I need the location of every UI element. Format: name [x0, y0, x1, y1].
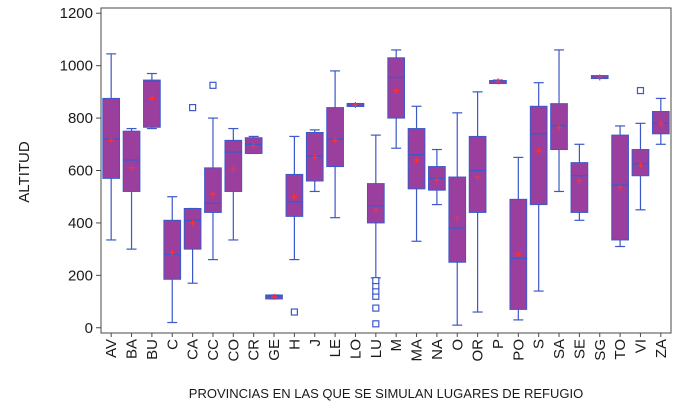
box-or: [468, 91, 487, 313]
x-tick-label: OR: [470, 339, 487, 362]
x-tick-label: CC: [205, 339, 222, 361]
x-tick-label: LO: [347, 339, 364, 359]
iqr-box: [366, 183, 385, 224]
outlier-point: [290, 308, 298, 316]
box-vi: [631, 86, 650, 211]
box-to: [611, 125, 629, 248]
x-axis: AV BA BU C CA CC CO CR GE H J LE LO LU M MA NA O OR P PO S SA S…: [103, 333, 670, 362]
outlier-point: [372, 304, 380, 312]
box-o: [448, 112, 467, 326]
x-tick-label: BA: [124, 339, 141, 359]
x-tick-label: GE: [266, 339, 283, 361]
x-tick-label: CR: [246, 339, 263, 361]
box-cr: [244, 135, 263, 155]
x-tick-label: S: [531, 339, 548, 349]
iqr-box: [204, 167, 222, 213]
x-tick-label: LU: [368, 339, 385, 358]
outlier-point: [189, 103, 197, 112]
box-na: [428, 148, 446, 206]
x-tick-label: M: [388, 339, 405, 352]
y-tick-label: 0: [85, 320, 93, 337]
box-cc: [204, 81, 222, 261]
box-m: [387, 49, 406, 149]
x-tick-label: SA: [551, 339, 568, 359]
box-bu: [143, 72, 161, 130]
box-ba: [122, 127, 141, 250]
x-tick-label: TO: [612, 339, 629, 360]
x-tick-label: ZA: [653, 339, 670, 358]
x-tick-label: SE: [571, 339, 588, 359]
x-tick-label: NA: [429, 339, 446, 360]
box-c: [163, 196, 182, 324]
x-tick-label: J: [307, 339, 324, 347]
box-co: [224, 127, 243, 241]
iqr-box: [143, 79, 161, 128]
iqr-box: [224, 139, 243, 192]
x-tick-label: P: [490, 339, 507, 349]
box-s: [529, 82, 548, 292]
box-za: [651, 97, 670, 145]
box-po: [509, 156, 528, 321]
y-tick-label: 1200: [60, 5, 93, 22]
box-ca: [183, 103, 202, 284]
x-tick-label: O: [449, 339, 466, 351]
y-axis: 0 200 400 600 800 1000 1200: [60, 5, 101, 337]
box-ma: [407, 105, 426, 242]
outlier-point: [372, 320, 380, 328]
outlier-point: [209, 81, 217, 89]
iqr-box: [529, 105, 548, 206]
y-tick-label: 600: [68, 163, 93, 180]
box-le: [326, 70, 344, 219]
box-j: [305, 129, 324, 193]
x-tick-label: PO: [510, 339, 527, 361]
box-lu: [366, 134, 385, 328]
x-tick-label: C: [164, 339, 181, 350]
box-series: [102, 49, 670, 328]
x-tick-label: VI: [632, 339, 649, 353]
x-tick-label: BU: [144, 339, 161, 360]
x-tick-label: AV: [103, 339, 120, 358]
y-axis-label: ALTITUD: [16, 141, 33, 203]
x-tick-label: CA: [185, 339, 202, 360]
y-tick-label: 1000: [60, 58, 93, 75]
box-lo: [346, 101, 365, 108]
x-tick-label: SG: [592, 339, 609, 361]
x-axis-label: PROVINCIAS EN LAS QUE SE SIMULAN LUGARES…: [189, 386, 583, 401]
iqr-box: [570, 162, 589, 213]
iqr-box: [326, 107, 344, 168]
box-se: [570, 143, 589, 221]
x-tick-label: H: [286, 339, 303, 350]
x-tick-label: MA: [409, 339, 426, 362]
box-ge: [265, 293, 283, 300]
y-tick-label: 800: [68, 110, 93, 127]
box-av: [102, 53, 121, 241]
x-tick-label: LE: [327, 339, 344, 357]
x-tick-label: CO: [225, 339, 242, 362]
iqr-box: [183, 208, 202, 250]
box-p: [489, 78, 507, 85]
box-sg: [590, 74, 609, 81]
y-tick-label: 200: [68, 267, 93, 284]
box-sa: [550, 49, 568, 193]
box-h: [285, 135, 304, 316]
outlier-point: [372, 276, 380, 285]
outlier-point: [636, 86, 645, 95]
iqr-box: [122, 130, 141, 192]
iqr-box: [163, 219, 182, 280]
y-tick-label: 400: [68, 215, 93, 232]
